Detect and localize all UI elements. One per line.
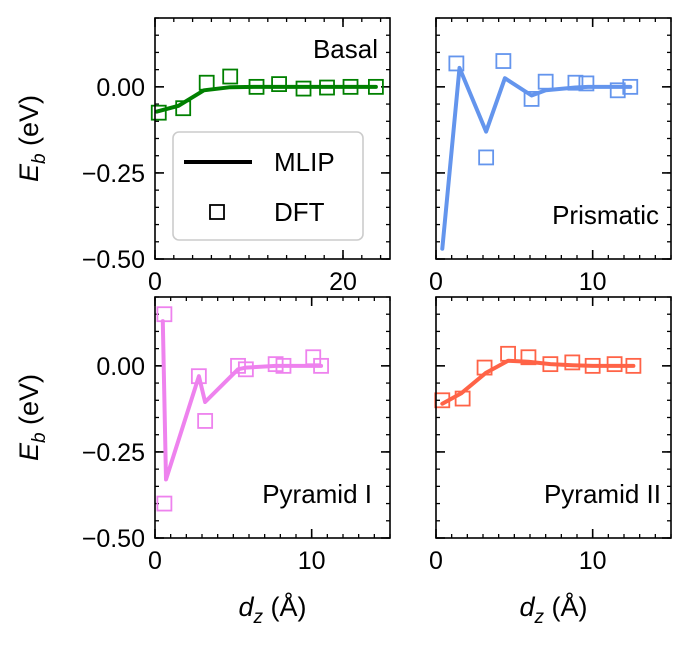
y-axis-label-main: E	[14, 442, 44, 461]
mlip-line	[154, 84, 378, 114]
dft-marker	[609, 82, 626, 99]
y-axis-label-rest: (eV)	[14, 95, 44, 154]
panels: 0 20 −0.50 −0.25 0.00 Basal Eb (eV) 0 10 Prismati…	[14, 17, 672, 628]
y-axis-label-rest: (eV)	[14, 374, 44, 433]
panel-4: 0 10 Pyramid II dz (Å)	[429, 296, 672, 628]
mlip-line	[440, 358, 636, 406]
legend-label: DFT	[274, 197, 325, 227]
dft-marker	[476, 359, 493, 376]
dft-marker	[271, 76, 287, 93]
axes-frame	[435, 17, 672, 260]
dft-marker	[578, 75, 595, 92]
dft-marker	[584, 357, 601, 374]
axes-frame	[154, 296, 391, 539]
axes-frame	[435, 296, 672, 539]
x-axis-label-rest: (Å)	[263, 591, 307, 622]
y-tick-label: −0.25	[82, 160, 145, 188]
x-axis-label-main: d	[519, 592, 535, 622]
legend-label: MLIP	[274, 147, 335, 177]
dft-marker	[478, 149, 495, 166]
x-axis-label-sub: z	[534, 607, 545, 628]
dft-marker	[625, 357, 642, 374]
x-axis-label-rest: (Å)	[544, 591, 588, 622]
dft-marker	[537, 73, 554, 90]
y-axis-label: Eb (eV)	[14, 95, 50, 182]
dft-marker	[448, 55, 465, 72]
x-axis-label: dz (Å)	[238, 591, 306, 628]
dft-marker	[295, 80, 312, 97]
dft-marker	[150, 104, 167, 121]
panel-title: Pyramid II	[544, 479, 661, 509]
dft-marker	[367, 78, 384, 95]
y-tick-label: −0.50	[82, 246, 145, 274]
dft-marker	[197, 413, 214, 429]
dft-marker	[248, 78, 265, 95]
dft-marker	[175, 100, 192, 117]
panel-1: 0 20 −0.50 −0.25 0.00 Basal Eb (eV)	[14, 17, 391, 296]
dft-marker	[319, 79, 335, 96]
x-tick-label: 20	[329, 268, 357, 296]
y-tick-label: 0.00	[96, 353, 145, 381]
x-axis-label-main: d	[238, 592, 254, 622]
x-tick-label: 10	[298, 547, 326, 575]
x-tick-label: 10	[579, 547, 607, 575]
y-tick-label: −0.25	[82, 439, 145, 467]
dft-marker	[500, 345, 516, 362]
dft-marker	[313, 357, 329, 374]
panel-title: Basal	[313, 34, 378, 64]
dft-marker	[542, 356, 559, 373]
y-tick-label: 0.00	[96, 74, 145, 102]
y-axis-label-sub: b	[29, 153, 50, 164]
dft-marker	[275, 357, 292, 374]
legend: MLIP DFT	[172, 131, 364, 241]
dft-marker	[342, 78, 359, 95]
dft-marker	[495, 53, 512, 69]
dft-marker	[156, 306, 173, 323]
x-tick-label: 0	[148, 268, 162, 296]
legend-box	[172, 131, 364, 241]
legend-marker-swatch	[209, 204, 225, 220]
dft-marker	[222, 68, 239, 85]
dft-marker	[564, 354, 581, 371]
panel-title: Prismatic	[552, 200, 659, 230]
x-tick-label: 0	[429, 268, 443, 296]
y-tick-label: −0.50	[82, 525, 145, 553]
panel-3: 0 10 −0.50 −0.25 0.00 Pyramid I Eb (eV) dz (Å)	[14, 296, 391, 628]
dft-marker	[622, 78, 639, 95]
dft-marker	[237, 361, 254, 378]
x-tick-label: 0	[429, 547, 443, 575]
dft-marker	[156, 495, 173, 512]
dft-marker	[520, 349, 537, 366]
y-axis-label-main: E	[14, 163, 44, 182]
y-axis-label: Eb (eV)	[14, 374, 50, 461]
mlip-line	[160, 319, 324, 482]
panel-title: Pyramid I	[262, 479, 372, 509]
x-tick-label: 10	[579, 268, 607, 296]
dft-marker	[190, 368, 207, 385]
dft-marker	[198, 74, 215, 91]
dft-marker	[606, 356, 623, 373]
dft-marker	[523, 91, 540, 107]
x-axis-label-sub: z	[253, 607, 264, 628]
x-tick-label: 0	[148, 547, 162, 575]
panel-2: 0 10 Prismatic	[429, 17, 672, 296]
y-axis-label-sub: b	[29, 432, 50, 443]
dft-marker	[454, 390, 471, 407]
axes-frame	[154, 17, 391, 260]
dft-marker	[567, 74, 584, 91]
x-axis-label: dz (Å)	[519, 591, 587, 628]
